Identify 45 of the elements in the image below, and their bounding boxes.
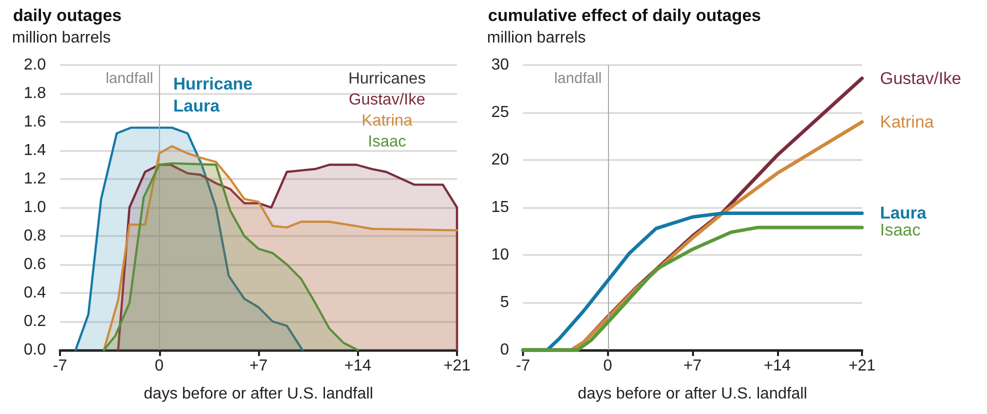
- series-label: Gustav/Ike: [880, 68, 962, 88]
- chart-title: cumulative effect of daily outages: [488, 6, 762, 25]
- chart-title: daily outages: [13, 6, 122, 25]
- y-tick-label: 0.0: [24, 342, 46, 358]
- ref-line-label: landfall: [106, 70, 154, 87]
- x-tick-label: +14: [764, 358, 791, 374]
- x-tick-label: +21: [443, 358, 471, 374]
- y-tick-label: 15: [491, 199, 510, 216]
- x-tick-label: 0: [603, 358, 612, 374]
- y-tick-label: 1.0: [24, 199, 46, 216]
- y-tick-label: 1.8: [24, 85, 46, 102]
- x-tick-label: +7: [683, 358, 702, 374]
- y-tick-label: 0.8: [24, 228, 46, 244]
- y-tick-label: 0.2: [24, 313, 46, 330]
- y-tick-label: 1.6: [24, 114, 46, 130]
- x-tick-label: -7: [516, 358, 530, 374]
- text: Gustav/Ike: [348, 92, 426, 108]
- text: Isaac: [368, 134, 406, 150]
- x-tick-label: 0: [154, 358, 164, 374]
- x-tick-label: +21: [848, 358, 876, 374]
- x-axis-title: days before or after U.S. landfall: [144, 386, 374, 402]
- y-tick-label: 10: [491, 246, 510, 264]
- y-axis-title: million barrels: [487, 30, 586, 46]
- y-tick-label: 0: [500, 342, 510, 358]
- y-tick-label: 1.4: [24, 142, 46, 159]
- y-tick-label: 20: [491, 152, 510, 168]
- ref-line-label: landfall: [554, 70, 602, 87]
- legend-title: Hurricanes: [348, 70, 426, 88]
- x-tick-label: +7: [249, 358, 268, 374]
- text: Katrina: [362, 112, 412, 130]
- y-tick-label: 0.4: [24, 284, 46, 302]
- y-tick-label: 30: [491, 56, 510, 74]
- series-label: Isaac: [880, 220, 922, 240]
- x-tick-label: -7: [52, 358, 68, 374]
- y-tick-label: 25: [491, 104, 510, 121]
- y-tick-label: 2.0: [24, 56, 46, 74]
- series-label: Katrina: [880, 112, 934, 132]
- x-axis-title: days before or after U.S. landfall: [578, 386, 808, 402]
- y-tick-label: 5: [500, 294, 510, 311]
- y-tick-label: 1.2: [24, 170, 46, 188]
- series-label: Hurricane Laura: [173, 74, 253, 116]
- x-tick-label: +14: [344, 358, 372, 374]
- y-tick-label: 0.6: [24, 256, 46, 273]
- y-axis-title: million barrels: [12, 30, 111, 46]
- series-label: Laura: [880, 204, 927, 223]
